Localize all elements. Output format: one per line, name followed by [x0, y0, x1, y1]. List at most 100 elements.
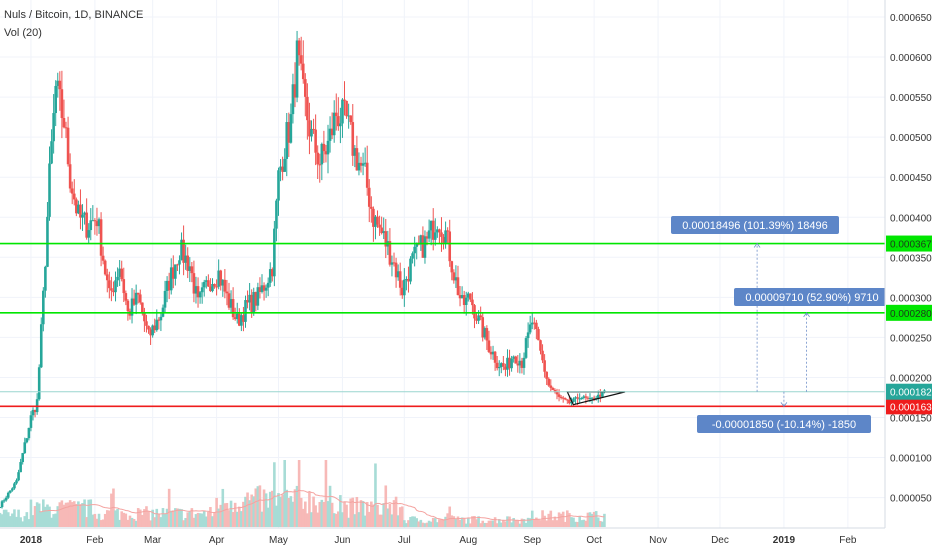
- volume-bar: [516, 520, 520, 527]
- candle-body: [413, 246, 416, 254]
- volume-bar: [85, 517, 88, 527]
- candle-body: [186, 255, 190, 271]
- candle-body: [83, 212, 86, 215]
- candle-body: [493, 351, 497, 363]
- volume-bar: [287, 498, 291, 527]
- volume-bar: [87, 499, 91, 527]
- volume-bar: [240, 511, 243, 527]
- volume-bar: [0, 514, 4, 527]
- volume-bar: [464, 523, 468, 527]
- volume-bar: [535, 517, 538, 527]
- candle-body: [392, 262, 396, 264]
- volume-bar: [52, 514, 55, 527]
- candle-body: [549, 385, 553, 388]
- candle-body: [318, 164, 322, 166]
- candle-body: [446, 230, 449, 232]
- volume-bar: [141, 514, 144, 527]
- volume-bar: [176, 508, 179, 527]
- volume-bar: [93, 513, 97, 527]
- candle-body: [120, 268, 124, 280]
- volume-bar: [574, 521, 577, 527]
- volume-bar: [83, 499, 86, 527]
- candle-body: [460, 295, 464, 299]
- volume-bar: [211, 516, 214, 527]
- volume-bar: [512, 518, 515, 527]
- volume-bar: [357, 512, 361, 527]
- volume-bar: [157, 514, 161, 527]
- volume-bar: [233, 502, 237, 527]
- candle-body: [155, 319, 159, 331]
- candle-body: [312, 128, 315, 130]
- volume-bar: [0, 512, 2, 527]
- volume-bar: [462, 518, 466, 527]
- volume-bar: [566, 510, 569, 527]
- candle-body: [347, 115, 350, 117]
- time-tick-label: Aug: [459, 535, 477, 546]
- volume-bar: [316, 512, 319, 527]
- volume-bar: [471, 516, 474, 527]
- candle-body: [359, 162, 363, 166]
- candle-body: [421, 235, 425, 258]
- candle-body: [229, 299, 233, 308]
- volume-bar: [9, 516, 12, 527]
- last-price-tag-label: 0.00018219: [890, 388, 932, 399]
- candle-body: [341, 99, 344, 124]
- candle-body: [462, 295, 466, 305]
- candle-body: [483, 328, 487, 338]
- candle-body: [167, 280, 171, 291]
- volume-bar: [320, 499, 324, 527]
- candle-body: [405, 278, 408, 280]
- volume-bar: [547, 513, 551, 527]
- candle-body: [207, 280, 210, 287]
- level-price-tag-label: 0.00036717: [890, 240, 932, 251]
- volume-bar: [497, 519, 501, 527]
- volume-bar: [586, 512, 590, 527]
- volume-bar: [559, 513, 563, 527]
- candle-body: [543, 360, 546, 372]
- volume-bar: [413, 516, 416, 527]
- candle-body: [330, 128, 334, 136]
- candle-body: [124, 293, 128, 301]
- candle-body: [6, 492, 10, 498]
- price-tick-label: 0.00030000: [890, 293, 932, 304]
- candle-body: [584, 396, 588, 398]
- candle-body: [295, 40, 299, 98]
- candle-body: [118, 268, 121, 277]
- candle-body: [403, 279, 406, 296]
- volume-bar: [209, 507, 212, 527]
- candle-body: [518, 360, 522, 366]
- candle-body: [541, 350, 544, 361]
- candle-body: [332, 112, 336, 136]
- candle-body: [590, 397, 594, 399]
- volume-bar: [70, 502, 74, 527]
- volume-bar: [458, 519, 462, 527]
- candle-body: [285, 122, 289, 159]
- candle-body: [37, 367, 41, 400]
- candle-body: [378, 224, 381, 228]
- volume-bar: [285, 489, 289, 527]
- volume-bar: [29, 499, 33, 527]
- volume-bar: [433, 518, 437, 527]
- candle-body: [145, 321, 148, 326]
- volume-bar: [601, 521, 604, 527]
- price-tick-label: 0.00020000: [890, 373, 932, 384]
- time-tick-label: 2019: [773, 535, 796, 546]
- candle-body: [487, 340, 491, 352]
- volume-bar: [343, 501, 346, 527]
- volume-bar: [386, 508, 390, 527]
- candle-body: [105, 274, 109, 281]
- candle-body: [240, 315, 243, 326]
- volume-bar: [553, 516, 557, 527]
- volume-bar: [60, 500, 64, 527]
- candle-body: [289, 114, 293, 143]
- candle-body: [376, 216, 379, 225]
- candle-body: [130, 298, 134, 316]
- volume-bar: [188, 511, 192, 527]
- candle-body: [75, 199, 78, 214]
- volume-bar: [291, 501, 295, 527]
- candle-body: [469, 293, 472, 300]
- volume-bar: [419, 519, 423, 527]
- candle-body: [322, 143, 326, 152]
